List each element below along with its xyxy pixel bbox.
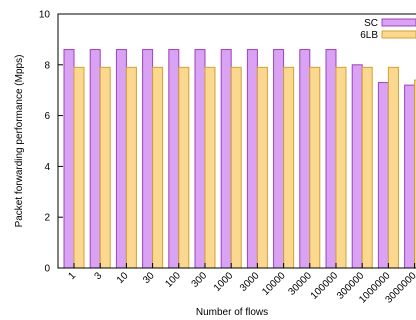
- bar-6lb-30000: [309, 66, 321, 269]
- x-tick-label: 10000: [260, 270, 288, 298]
- bar-6lb-3: [99, 66, 111, 269]
- bar-6lb-100000: [335, 66, 347, 269]
- x-tick-label: 3: [93, 270, 105, 282]
- x-tick-label: 100000: [309, 270, 341, 302]
- bar-6lb-300: [204, 66, 216, 269]
- legend-swatch-sc: [381, 18, 416, 27]
- y-tick-label: 0: [44, 264, 50, 275]
- bar-sc-30: [142, 49, 154, 269]
- x-tick-label: 1: [66, 270, 78, 282]
- bar-6lb-3000000: [414, 79, 416, 269]
- bar-sc-3: [89, 49, 101, 269]
- x-tick-label: 10: [115, 270, 131, 286]
- bar-sc-300000: [351, 64, 363, 269]
- y-tick-label: 2: [44, 213, 50, 224]
- bar-6lb-10: [125, 66, 137, 269]
- bar-6lb-3000: [256, 66, 268, 269]
- bar-sc-3000: [246, 49, 258, 269]
- x-tick-label: 100: [163, 270, 183, 290]
- x-tick-label: 300: [190, 270, 210, 290]
- bar-6lb-300000: [361, 66, 373, 269]
- bar-sc-30000: [299, 49, 311, 269]
- bar-sc-3000000: [404, 84, 416, 269]
- plot-frame: [57, 13, 416, 269]
- bar-6lb-1000: [230, 66, 242, 269]
- x-tick-label: 1000: [212, 270, 236, 294]
- y-tick-label: 8: [44, 60, 50, 71]
- bar-sc-300: [194, 49, 206, 269]
- legend-swatch-6lb: [381, 30, 416, 39]
- bar-sc-1000: [220, 49, 232, 269]
- y-tick-label: 10: [39, 10, 51, 21]
- bar-6lb-1000000: [387, 66, 399, 269]
- bar-sc-1000000: [377, 82, 389, 269]
- bar-6lb-30: [152, 66, 164, 269]
- bar-sc-1: [63, 49, 75, 269]
- bar-sc-100: [168, 49, 180, 269]
- y-axis: 0 2 4 6 8 10: [39, 10, 63, 275]
- bar-sc-100000: [325, 49, 337, 269]
- x-tick-label: 3000: [238, 270, 262, 294]
- bar-6lb-100: [178, 66, 190, 269]
- bars-layer: [63, 49, 416, 269]
- y-axis-title: Packet forwarding performance (Mpps): [14, 55, 25, 228]
- legend-label-sc: SC: [364, 18, 378, 29]
- bar-sc-10000: [273, 49, 285, 269]
- bar-6lb-1: [73, 66, 85, 269]
- bar-6lb-10000: [283, 66, 295, 269]
- y-tick-label: 4: [44, 162, 50, 173]
- x-axis-title: Number of flows: [196, 307, 268, 318]
- bar-sc-10: [115, 49, 127, 269]
- x-axis: 1 3 10 30 100 300 1000 300010000300001000003000…: [66, 263, 416, 306]
- y-tick-label: 6: [44, 111, 50, 122]
- legend-label-6lb: 6LB: [360, 30, 378, 41]
- x-tick-label: 30: [141, 270, 157, 286]
